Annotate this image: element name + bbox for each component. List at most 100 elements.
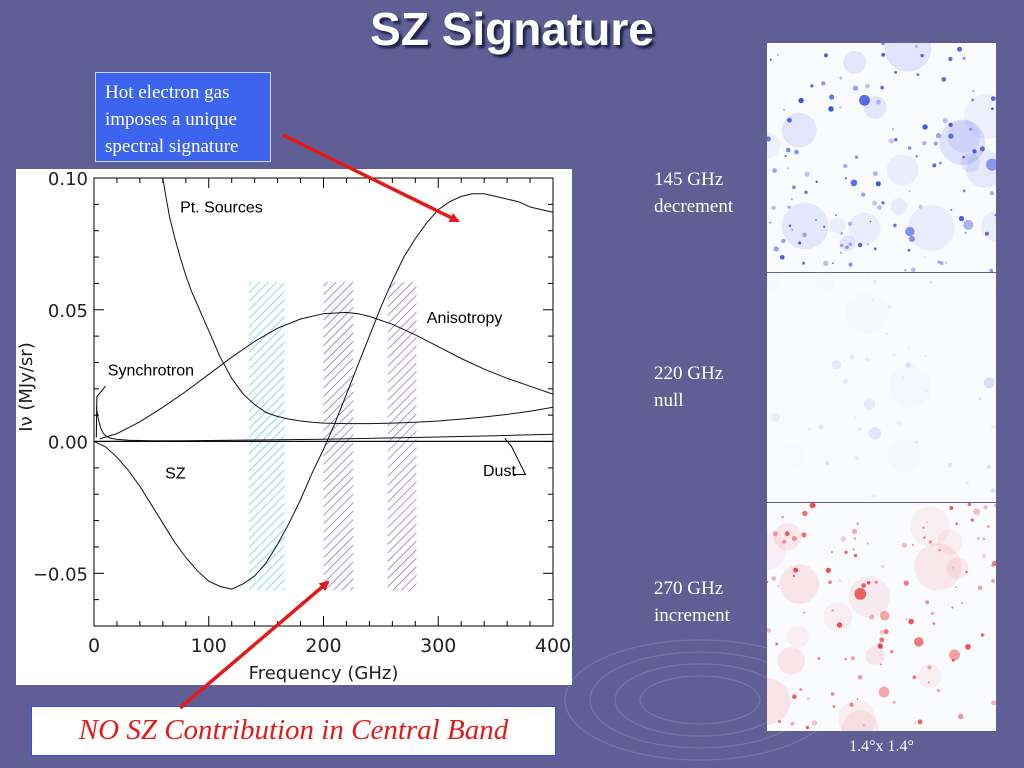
sky-map-diffuse-blob [884, 43, 932, 72]
sky-map-point-source [965, 644, 971, 650]
sky-map-point-source [964, 231, 967, 234]
sky-map-point-source [794, 149, 799, 155]
map-label-220: 220 GHz null [654, 360, 764, 414]
sky-map-point-source [906, 345, 911, 350]
sky-map-270ghz [767, 503, 996, 732]
sky-map-diffuse-blob [767, 678, 791, 725]
sky-map-point-source [850, 656, 855, 661]
spectrum-plot-panel: 0 100 200 300 400 −0.05 0.00 0.05 0.10 Frequency … [16, 169, 572, 685]
sky-map-point-source [908, 190, 911, 193]
sky-map-point-source [815, 219, 817, 222]
y-tick-label: −0.05 [33, 564, 88, 585]
sky-map-point-source [965, 570, 968, 574]
sky-map-point-source [958, 713, 964, 720]
map-label-145: 145 GHz decrement [654, 166, 764, 220]
spectrum-chart: 0 100 200 300 400 −0.05 0.00 0.05 0.10 Frequency … [16, 169, 571, 684]
y-axis-label: Iν (MJy/sr) [16, 342, 37, 431]
dust-leader-line [504, 438, 527, 475]
sky-map-point-source [949, 649, 960, 661]
sky-map-point-source [982, 553, 986, 558]
y-tick-label: 0.00 [48, 433, 88, 454]
sky-map-point-source [802, 232, 807, 238]
sky-map-point-source [930, 611, 935, 615]
sky-map-point-source [924, 256, 926, 258]
sky-map-point-source [783, 109, 785, 111]
sky-map-point-source [844, 658, 847, 661]
sky-map-point-source [792, 574, 795, 577]
sky-map-point-source [991, 107, 994, 110]
sky-map-point-source [853, 415, 857, 420]
sky-map-point-source [932, 622, 936, 625]
sky-map-point-source [778, 719, 782, 724]
sky-map-point-source [847, 221, 853, 226]
sky-map-point-source [805, 725, 810, 730]
sky-map-point-source [817, 657, 821, 660]
sky-map-point-source [874, 580, 878, 584]
sky-map-point-source [848, 262, 853, 267]
sky-map-point-source [790, 198, 793, 201]
sky-map-point-source [869, 220, 872, 223]
sky-map-point-source [893, 223, 897, 228]
sky-map-point-source [857, 427, 862, 432]
sky-map-point-source [893, 701, 896, 704]
sky-map-point-source [821, 81, 826, 86]
sky-map-point-source [835, 214, 837, 217]
sky-map-point-source [912, 675, 917, 679]
sky-map-point-source [925, 600, 930, 605]
sky-map-point-source [802, 510, 808, 517]
sky-map-diffuse-blob [767, 533, 786, 571]
sky-map-point-source [965, 481, 969, 485]
sky-map-point-source [856, 522, 860, 526]
sky-map-point-source [904, 269, 907, 272]
sky-map-point-source [924, 354, 927, 357]
sky-map-point-source [939, 261, 944, 266]
sky-map-point-source [781, 516, 784, 518]
sky-map-point-source [908, 618, 914, 625]
sky-map-point-source [888, 138, 894, 144]
x-tick-label: 100 [191, 635, 227, 657]
sky-map-diffuse-blob [947, 120, 981, 153]
sky-map-point-source [830, 551, 834, 554]
sky-map-point-source [979, 146, 985, 152]
sky-map-point-source [850, 179, 858, 187]
sky-map-point-source [922, 141, 927, 146]
sky-map-point-source [881, 201, 885, 205]
sky-map-point-source [863, 398, 876, 410]
sky-map-point-source [971, 98, 975, 102]
synchrotron-leader-line [95, 385, 106, 438]
sky-map-point-source [879, 663, 882, 666]
sky-map-point-source [839, 76, 843, 80]
sky-map-point-source [849, 702, 854, 707]
annotation-pt-sources: Pt. Sources [180, 199, 263, 216]
sky-map-point-source [866, 355, 868, 358]
sky-map-point-source [767, 580, 769, 584]
sky-map-point-source [780, 255, 785, 260]
sky-map-point-source [973, 508, 980, 515]
sky-map-point-source [972, 149, 977, 154]
sky-map-point-source [803, 611, 806, 614]
frequency-band-1 [248, 282, 285, 591]
sky-map-point-source [790, 721, 795, 726]
sky-map-point-source [769, 58, 772, 61]
sky-map-point-source [851, 528, 858, 535]
sky-map-point-source [917, 719, 923, 725]
sky-map-point-source [872, 200, 877, 206]
sky-map-diffuse-blob [781, 112, 817, 148]
sky-map-diffuse-blob [841, 710, 879, 731]
x-tick-label: 0 [88, 635, 100, 657]
sky-map-point-source [830, 692, 835, 696]
sky-map-point-source [872, 171, 878, 177]
sky-map-diffuse-blob [823, 602, 852, 632]
sky-map-point-source [986, 158, 996, 171]
sky-map-point-source [857, 675, 863, 680]
sky-map-point-source [922, 526, 926, 530]
sky-map-point-source [991, 579, 995, 583]
sky-map-point-source [840, 232, 843, 235]
sky-map-point-source [787, 205, 791, 209]
sky-map-point-source [832, 262, 834, 265]
sky-map-point-source [951, 606, 954, 609]
sky-map-point-source [844, 177, 848, 180]
callout-line: imposes a unique [105, 109, 237, 130]
sky-map-point-source [891, 353, 896, 357]
frequency-band-2 [323, 282, 354, 591]
